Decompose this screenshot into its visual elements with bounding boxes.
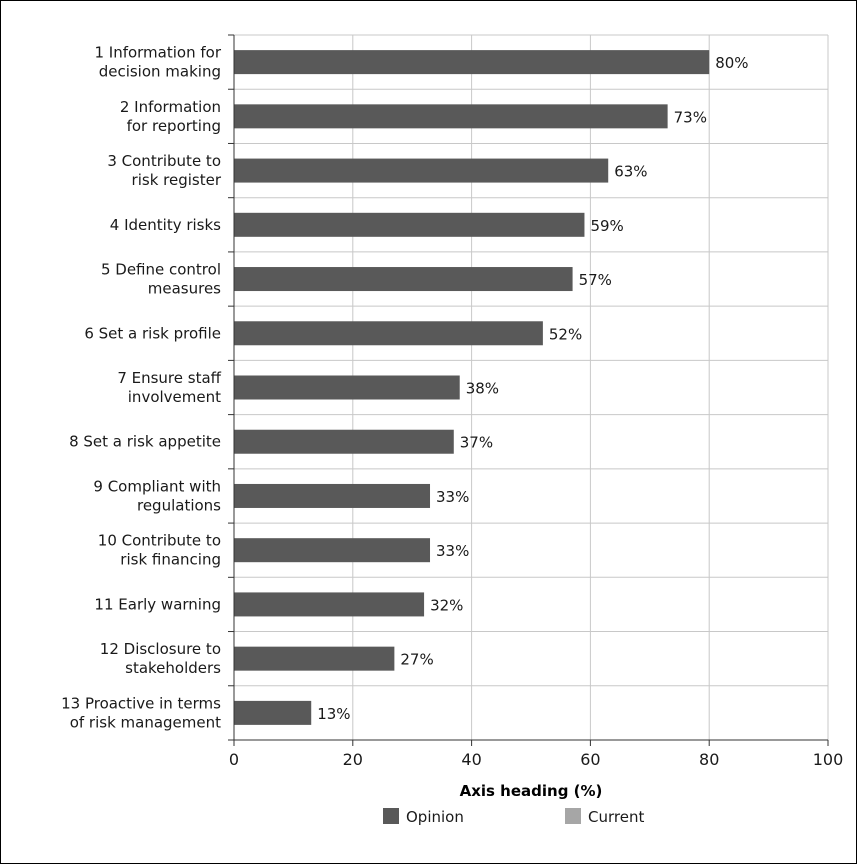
- x-tick-label: 40: [461, 750, 481, 769]
- bar-opinion: [234, 538, 431, 563]
- bar-opinion: [234, 592, 425, 617]
- data-label: 52%: [549, 325, 582, 343]
- data-label: 33%: [436, 488, 469, 506]
- bar-opinion: [234, 483, 431, 508]
- data-label: 59%: [590, 217, 623, 235]
- category-label: 8 Set a risk appetite: [69, 433, 221, 451]
- category-label: 13 Proactive in terms: [61, 694, 221, 712]
- data-label: 57%: [579, 271, 612, 289]
- data-label: 37%: [460, 434, 493, 452]
- category-label: 7 Ensure staff: [117, 369, 221, 387]
- bar-opinion: [234, 212, 585, 237]
- category-label: 9 Compliant with: [93, 477, 221, 495]
- bar-opinion: [234, 267, 573, 292]
- category-label: 3 Contribute to: [107, 152, 221, 170]
- data-label: 38%: [466, 380, 499, 398]
- data-label: 32%: [430, 596, 463, 614]
- x-axis-title: Axis heading (%): [460, 782, 603, 800]
- category-label: 5 Define control: [101, 261, 221, 279]
- category-label: 12 Disclosure to: [100, 640, 221, 658]
- category-label: regulations: [137, 496, 221, 514]
- category-label: 1 Information for: [94, 44, 221, 62]
- category-label: for reporting: [127, 117, 221, 135]
- category-label: measures: [148, 280, 221, 298]
- category-label: stakeholders: [125, 659, 221, 677]
- data-label: 73%: [674, 108, 707, 126]
- bar-opinion: [234, 429, 454, 454]
- data-label: 13%: [317, 705, 350, 723]
- legend-label-opinion: Opinion: [406, 808, 464, 826]
- legend-swatch-opinion: [383, 808, 399, 824]
- data-label: 33%: [436, 542, 469, 560]
- category-label: 2 Information: [120, 98, 221, 116]
- bar-opinion: [234, 700, 312, 725]
- x-tick-label: 60: [580, 750, 600, 769]
- bar-opinion: [234, 104, 668, 129]
- category-label: risk financing: [120, 551, 221, 569]
- x-tick-label: 100: [813, 750, 844, 769]
- data-label: 27%: [400, 651, 433, 669]
- x-tick-label: 0: [229, 750, 239, 769]
- category-label: decision making: [99, 63, 221, 81]
- category-label: risk register: [132, 171, 222, 189]
- x-tick-label: 80: [699, 750, 719, 769]
- bar-opinion: [234, 158, 609, 183]
- data-label: 80%: [715, 54, 748, 72]
- legend-swatch-current: [565, 808, 581, 824]
- bar-opinion: [234, 375, 460, 400]
- legend-label-current: Current: [588, 808, 644, 826]
- category-label: of risk management: [70, 713, 221, 731]
- bar-opinion: [234, 321, 543, 346]
- category-label: involvement: [128, 388, 221, 406]
- category-label: 10 Contribute to: [98, 532, 221, 550]
- data-label: 63%: [614, 163, 647, 181]
- category-label: 4 Identity risks: [110, 216, 221, 234]
- category-label: 11 Early warning: [94, 595, 221, 613]
- x-tick-label: 20: [343, 750, 363, 769]
- bar-opinion: [234, 50, 710, 75]
- bar-opinion: [234, 646, 395, 671]
- category-label: 6 Set a risk profile: [84, 324, 221, 342]
